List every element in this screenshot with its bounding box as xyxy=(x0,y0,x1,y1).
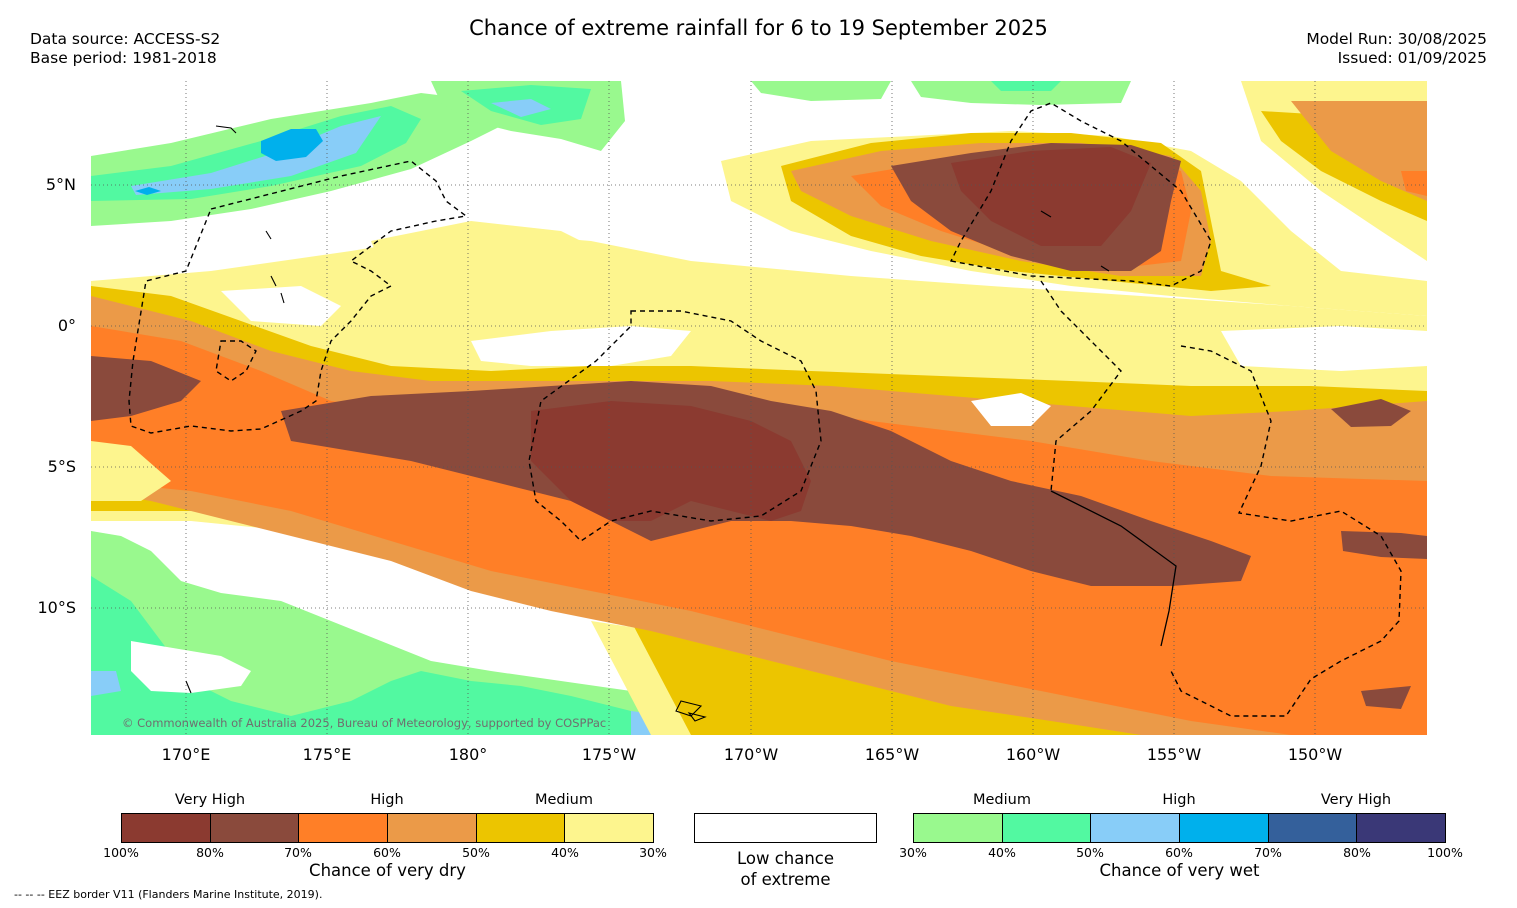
wet-region-northwest xyxy=(91,81,1131,226)
dry-tick-100: 100% xyxy=(103,845,139,860)
wet-tick-30: 30% xyxy=(899,845,927,860)
wet-swatch-60-70 xyxy=(1180,814,1269,842)
run-info: Model Run: 30/08/2025 Issued: 01/09/2025 xyxy=(1306,30,1487,68)
wet-tick-50: 50% xyxy=(1076,845,1104,860)
low-chance-patches xyxy=(91,286,1427,501)
dry-colorbar xyxy=(121,813,654,843)
wet-category-very-high: Very High xyxy=(1320,792,1392,808)
wet-swatch-50-60 xyxy=(1091,814,1181,842)
copyright-notice: © Commonwealth of Australia 2025, Bureau… xyxy=(122,716,607,730)
wet-tick-40: 40% xyxy=(988,845,1016,860)
dry-region-brown xyxy=(91,143,1427,709)
issued-date: Issued: 01/09/2025 xyxy=(1337,49,1487,67)
neutral-swatch xyxy=(694,813,877,843)
data-info: Data source: ACCESS-S2 Base period: 1981… xyxy=(30,30,220,68)
neutral-title-line2: of extreme xyxy=(740,870,831,889)
lat-label-equator: 0° xyxy=(57,316,76,335)
dry-category-medium: Medium xyxy=(535,792,593,808)
dry-swatch-40-50 xyxy=(476,814,566,842)
dry-tick-70: 70% xyxy=(284,845,312,860)
dry-tick-80: 80% xyxy=(196,845,224,860)
wet-swatch-80-100 xyxy=(1357,814,1446,842)
dry-swatch-50-60 xyxy=(388,814,477,842)
dry-category-high: High xyxy=(370,792,404,808)
wet-swatch-70-80 xyxy=(1268,814,1358,842)
lat-label-5n: 5°N xyxy=(45,175,76,194)
lon-label-170e: 170°E xyxy=(161,745,211,764)
lon-label-175w: 175°W xyxy=(581,745,637,764)
lon-label-180: 180° xyxy=(448,745,488,764)
wet-tick-60: 60% xyxy=(1165,845,1193,860)
dry-swatch-30-40 xyxy=(565,814,654,842)
wet-tick-100: 100% xyxy=(1427,845,1463,860)
neutral-title-line1: Low chance xyxy=(736,849,835,868)
dry-tick-40: 40% xyxy=(551,845,579,860)
dry-swatch-80-100 xyxy=(122,814,211,842)
wet-swatch-30-40 xyxy=(914,814,1003,842)
base-period: Base period: 1981-2018 xyxy=(30,49,217,67)
dry-tick-50: 50% xyxy=(462,845,490,860)
lon-label-175e: 175°E xyxy=(302,745,352,764)
maritime-boundary xyxy=(1050,490,1177,647)
wet-tick-80: 80% xyxy=(1343,845,1371,860)
wet-swatch-40-50 xyxy=(1002,814,1092,842)
graticule xyxy=(91,81,1427,735)
eez-borders xyxy=(128,102,1402,717)
dry-legend-title: Chance of very dry xyxy=(309,861,466,880)
wet-category-high: High xyxy=(1162,792,1196,808)
dry-tick-30: 30% xyxy=(639,845,667,860)
dry-category-very-high: Very High xyxy=(174,792,246,808)
lon-label-170w: 170°W xyxy=(723,745,779,764)
dry-swatch-70-80 xyxy=(210,814,300,842)
lon-label-150w: 150°W xyxy=(1287,745,1343,764)
islands xyxy=(185,125,1110,722)
model-run: Model Run: 30/08/2025 xyxy=(1306,30,1487,48)
eez-footnote: -- -- -- EEZ border V11 (Flanders Marine… xyxy=(14,888,323,901)
wet-category-medium: Medium xyxy=(973,792,1031,808)
lat-label-10s: 10°S xyxy=(37,598,76,617)
rainfall-map[interactable] xyxy=(91,81,1427,735)
wet-legend-title: Chance of very wet xyxy=(1099,861,1260,880)
neutral-legend-title: Low chance of extreme xyxy=(694,848,877,890)
wet-tick-70: 70% xyxy=(1254,845,1282,860)
lat-label-5s: 5°S xyxy=(47,457,76,476)
lon-label-155w: 155°W xyxy=(1146,745,1202,764)
data-source: Data source: ACCESS-S2 xyxy=(30,30,221,48)
lon-label-165w: 165°W xyxy=(864,745,920,764)
wet-colorbar xyxy=(913,813,1446,843)
map-canvas xyxy=(91,81,1427,735)
dry-tick-60: 60% xyxy=(373,845,401,860)
lon-label-160w: 160°W xyxy=(1005,745,1061,764)
dry-swatch-60-70 xyxy=(299,814,389,842)
map-title: Chance of extreme rainfall for 6 to 19 S… xyxy=(469,16,1048,40)
